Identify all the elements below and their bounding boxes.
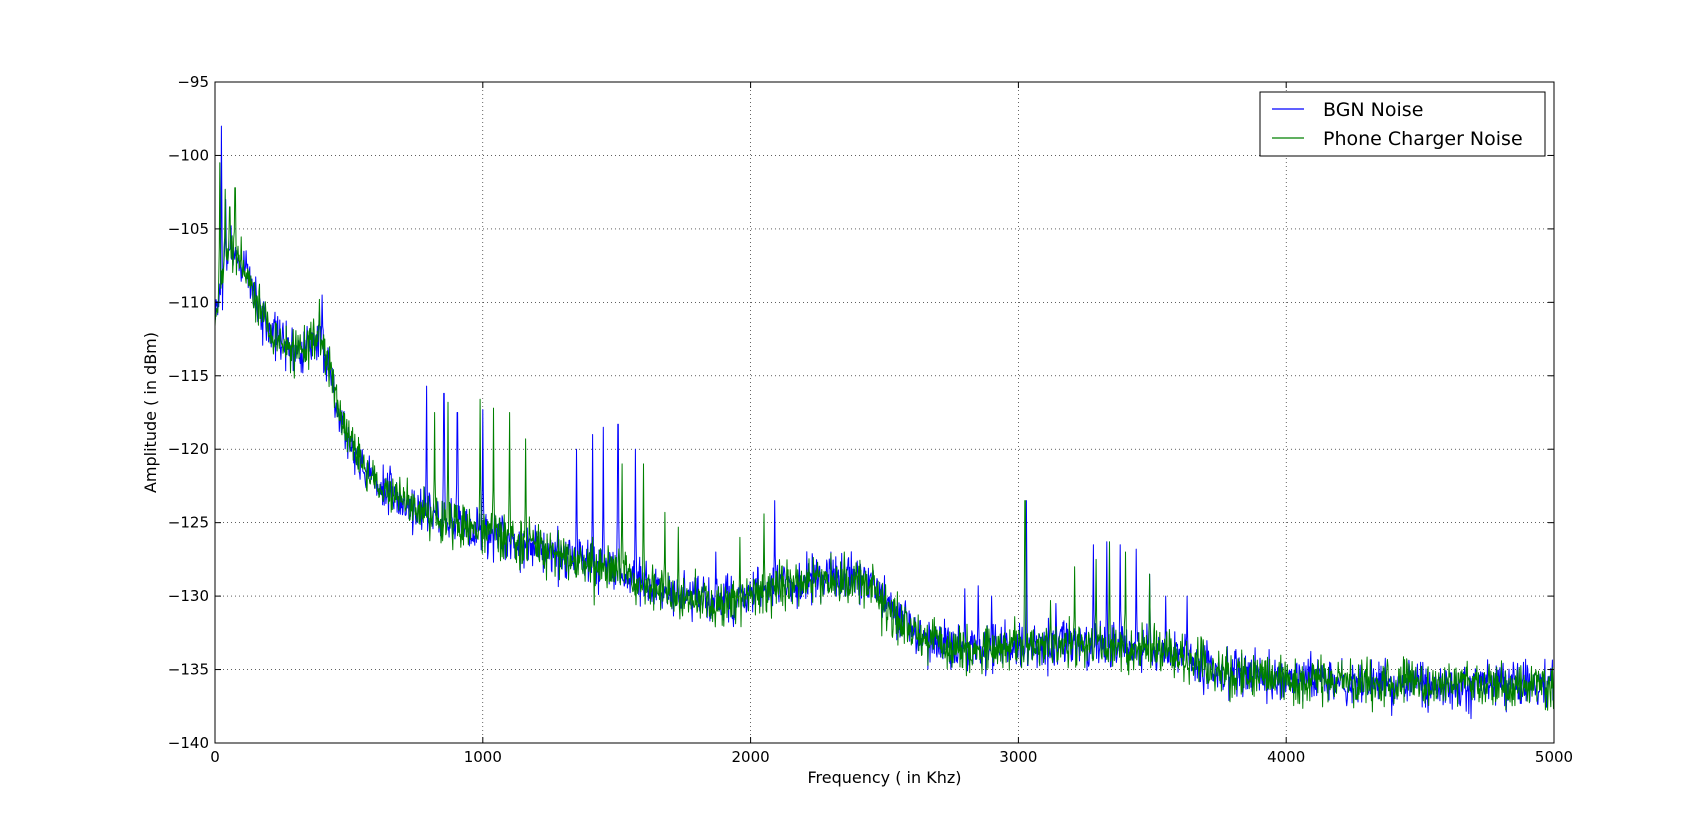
y-tick-label: −100: [168, 146, 209, 164]
series-lines: [214, 125, 1555, 720]
y-tick-label: −105: [168, 220, 209, 238]
series-line-phone-charger-noise: [214, 162, 1555, 713]
y-tick-label: −130: [168, 587, 209, 605]
x-tick-label: 1000: [464, 748, 502, 766]
y-tick-label: −140: [168, 734, 209, 752]
y-tick-label: −95: [177, 73, 209, 91]
ticks: 0 1000 2000 3000 4000 5000 −95 −100 −105 −110 −115…: [168, 73, 1573, 766]
legend-label-phone-charger-noise: Phone Charger Noise: [1323, 128, 1523, 150]
x-tick-label: 4000: [1267, 748, 1305, 766]
y-tick-label: −125: [168, 514, 209, 532]
legend-box: [1259, 91, 1546, 157]
x-tick-label: 5000: [1535, 748, 1573, 766]
plot-frame: [214, 81, 1555, 744]
legend-label-bgn-noise: BGN Noise: [1323, 99, 1423, 121]
y-tick-label: −110: [168, 293, 209, 311]
series-line-bgn-noise: [214, 125, 1555, 720]
x-axis-label: Frequency ( in Khz): [807, 768, 961, 787]
x-tick-label: 0: [210, 748, 220, 766]
y-tick-label: −135: [168, 661, 209, 679]
x-tick-label: 2000: [732, 748, 770, 766]
x-tick-label: 3000: [999, 748, 1037, 766]
legend: BGN Noise Phone Charger Noise: [1259, 91, 1546, 157]
plot-background: [215, 82, 1554, 743]
y-tick-label: −115: [168, 367, 209, 385]
y-axis-label: Amplitude ( in dBm): [141, 332, 160, 493]
y-tick-label: −120: [168, 440, 209, 458]
